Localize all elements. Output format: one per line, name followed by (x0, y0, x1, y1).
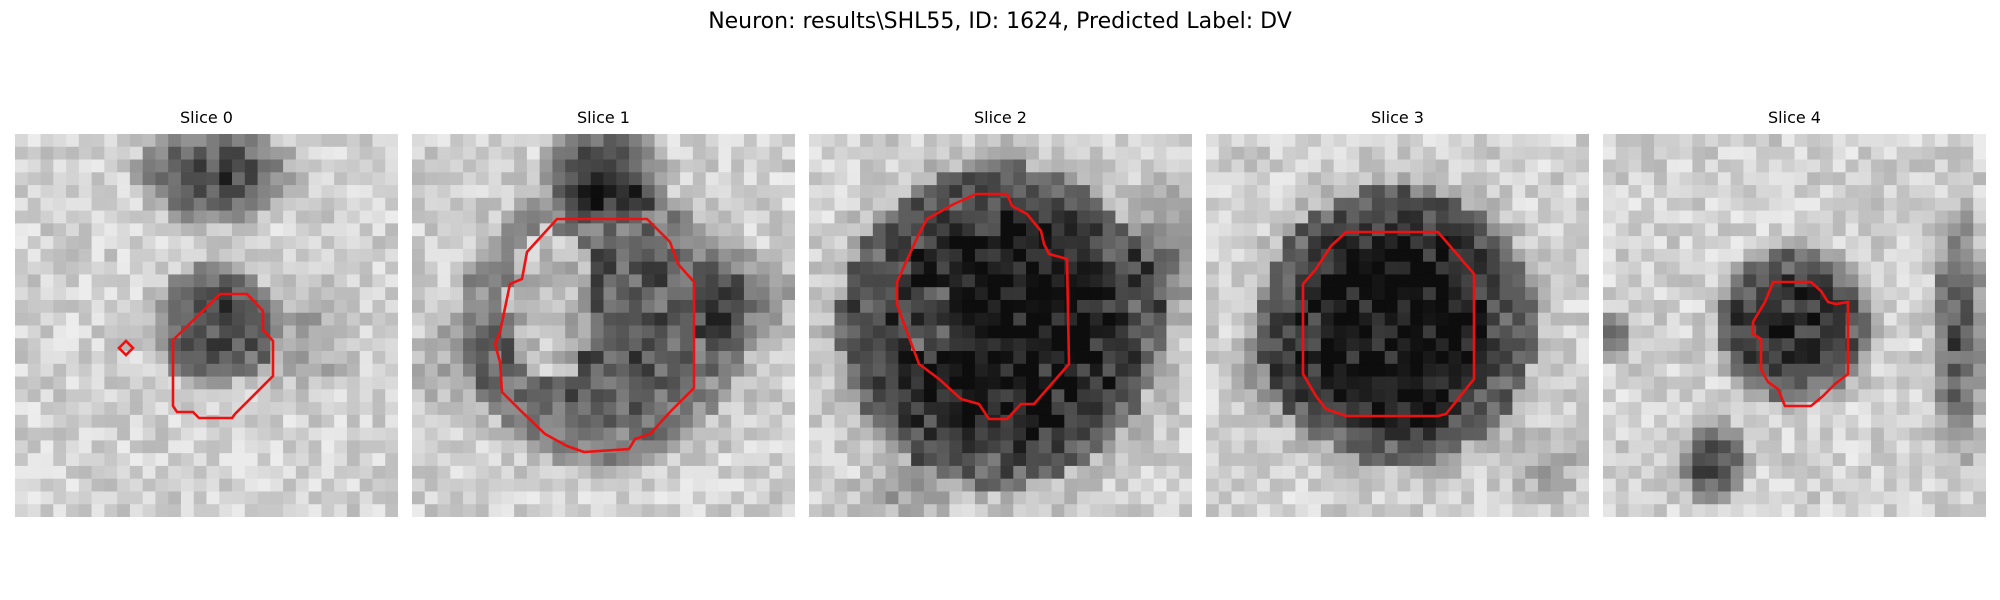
image-pixels (1206, 134, 1589, 517)
slice-image (1603, 134, 1986, 517)
image-pixels (809, 134, 1192, 517)
slice-image (412, 134, 795, 517)
image-pixels (15, 134, 398, 517)
slice-title: Slice 2 (974, 108, 1027, 127)
segmentation-outline (117, 339, 135, 357)
segmentation-outline (1301, 230, 1476, 418)
slice-title: Slice 0 (180, 108, 233, 127)
slice-panel: Slice 0 (15, 108, 398, 517)
slice-image (1206, 134, 1589, 517)
slice-panel: Slice 4 (1603, 108, 1986, 517)
slice-image (809, 134, 1192, 517)
image-pixels (1603, 134, 1986, 517)
slice-panel: Slice 2 (809, 108, 1192, 517)
slice-panel: Slice 3 (1206, 108, 1589, 517)
slice-panel: Slice 1 (412, 108, 795, 517)
segmentation-outline (493, 217, 696, 454)
image-pixels (412, 134, 795, 517)
slice-title: Slice 4 (1768, 108, 1821, 127)
slice-title: Slice 1 (577, 108, 630, 127)
segmentation-outline (171, 292, 275, 420)
segmentation-outline (895, 192, 1071, 421)
figure-title: Neuron: results\SHL55, ID: 1624, Predict… (708, 9, 1292, 34)
slice-title: Slice 3 (1371, 108, 1424, 127)
slice-image (15, 134, 398, 517)
segmentation-outline (1751, 280, 1850, 408)
